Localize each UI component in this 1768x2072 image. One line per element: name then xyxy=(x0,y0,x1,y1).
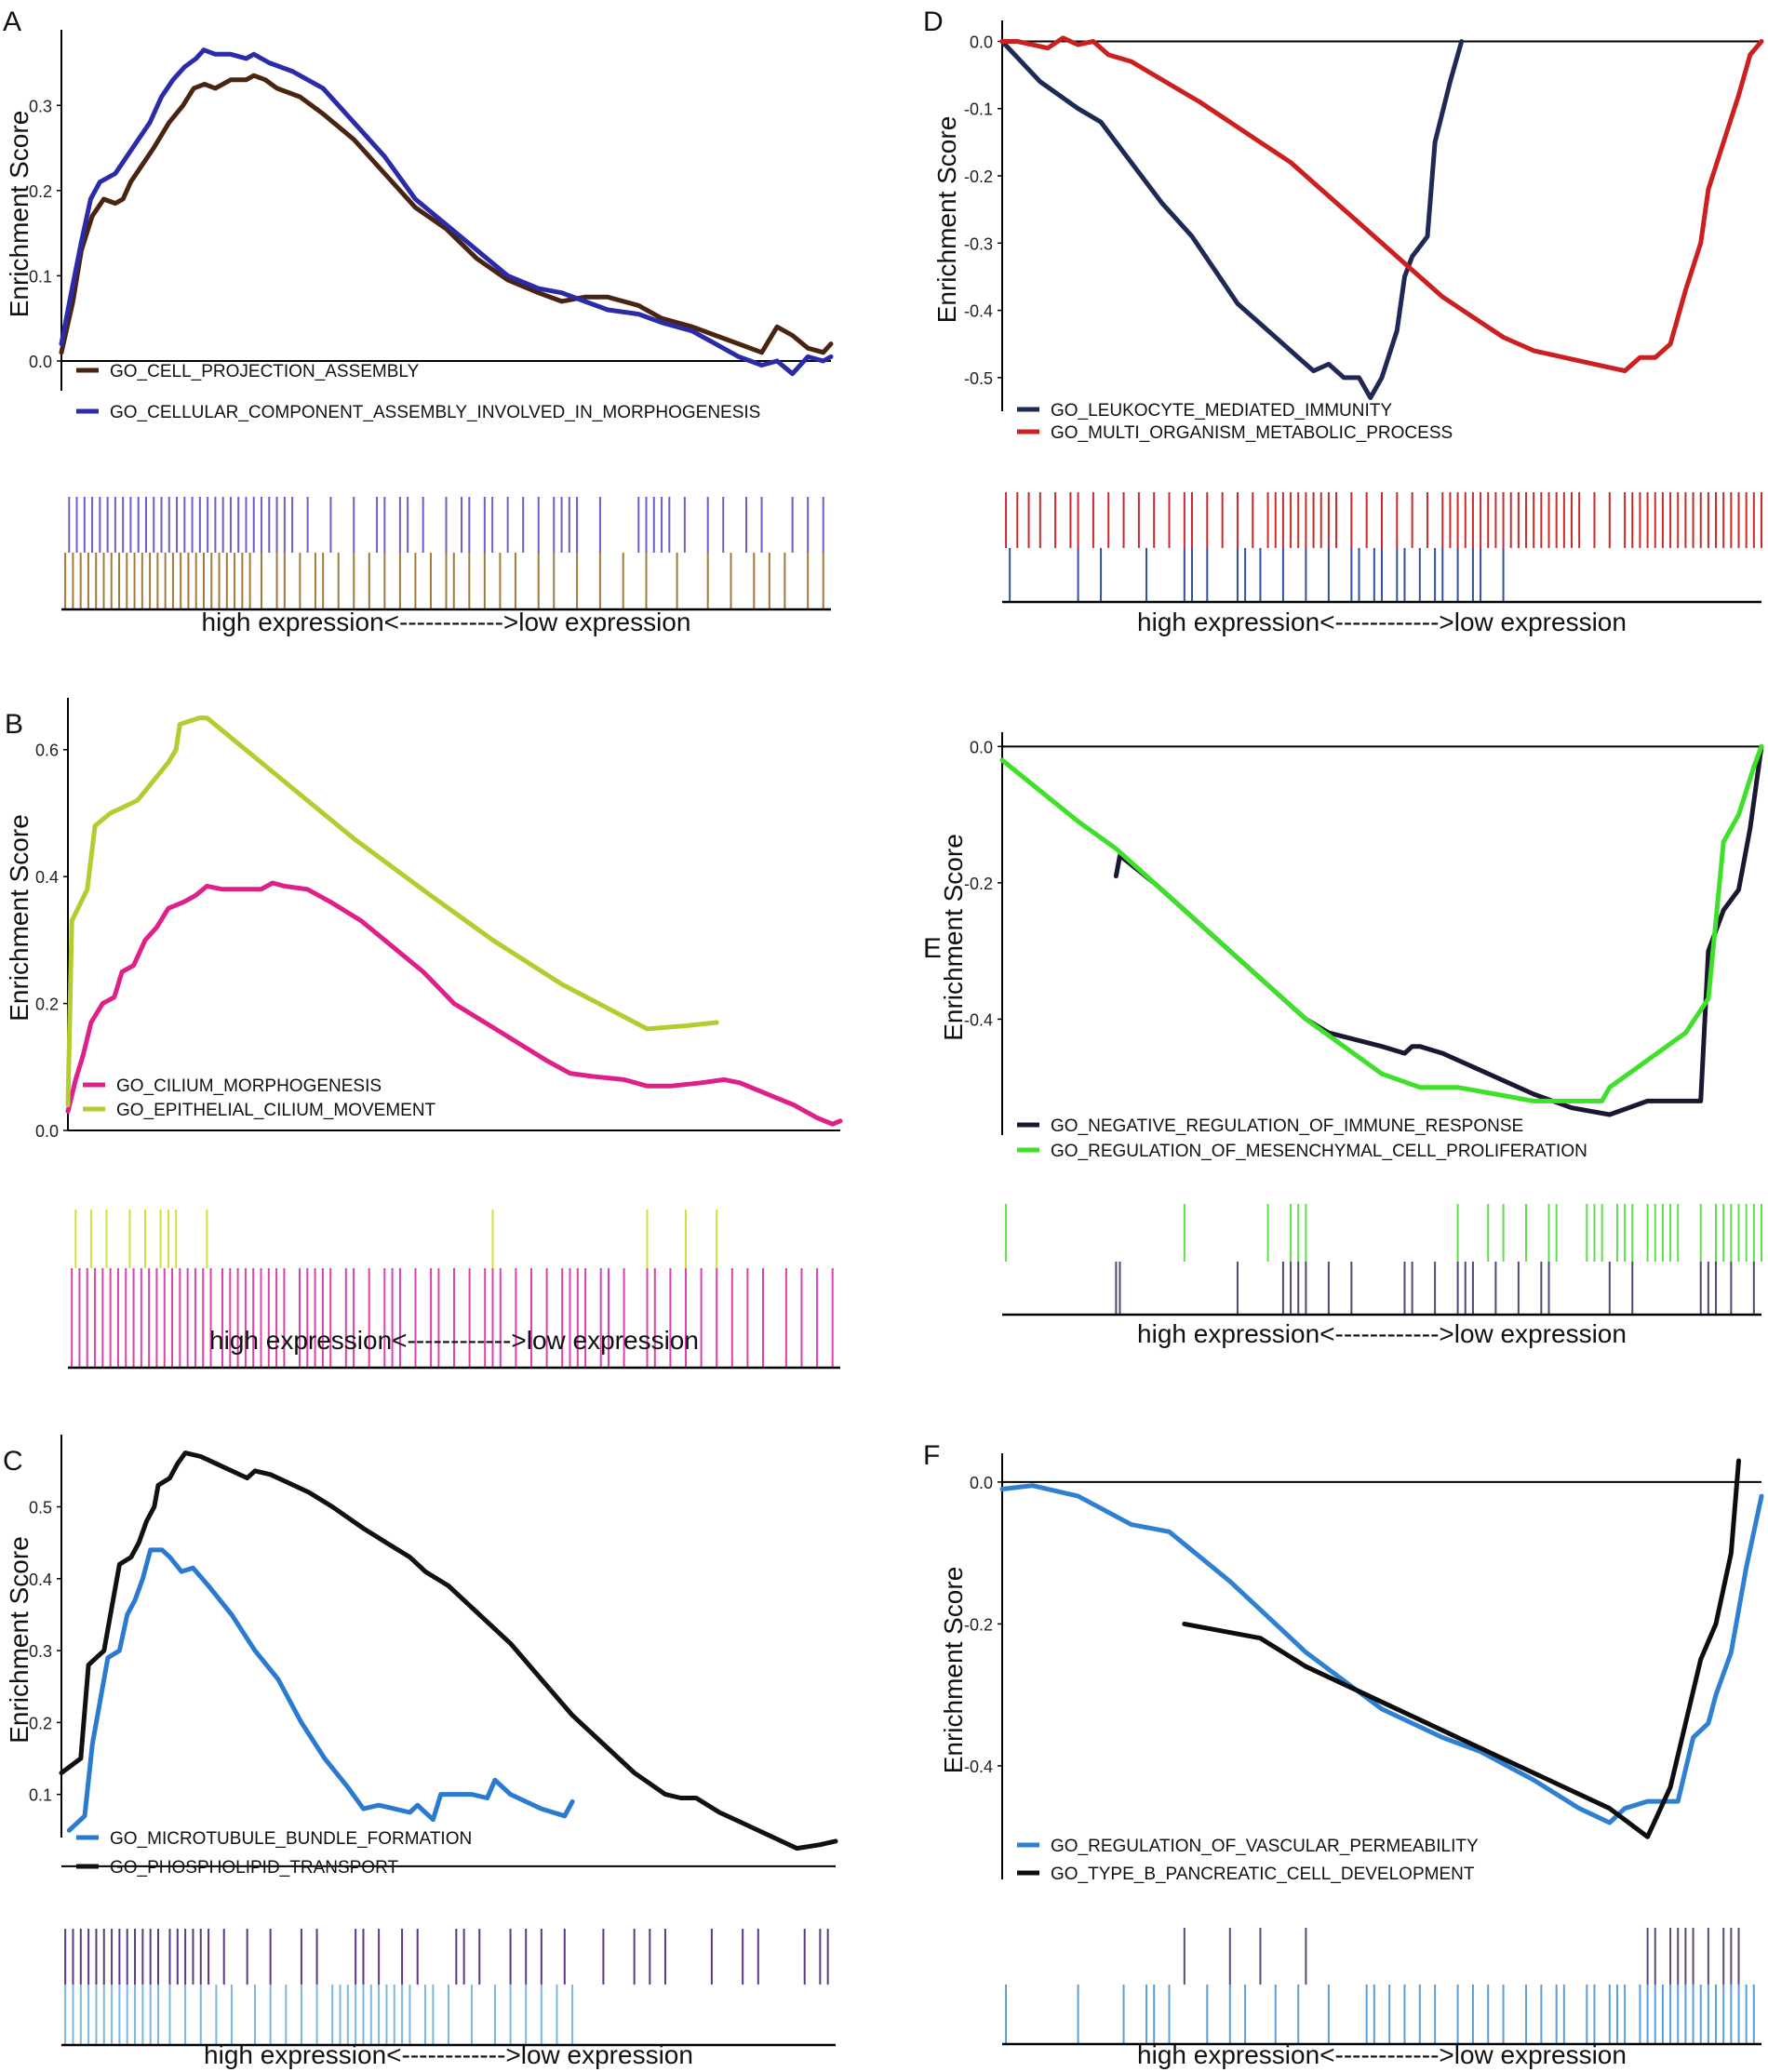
y-tick-label: -0.1 xyxy=(964,100,993,119)
panel-label: F xyxy=(923,1440,940,1471)
panel-label: E xyxy=(923,933,942,964)
series-line-1 xyxy=(65,880,843,1127)
panel-b: B 0.0 0.2 0.4 0.6 Enrichment Score GO_CILIUM_M… xyxy=(5,698,843,1370)
legend-label: GO_EPITHELIAL_CILIUM_MOVEMENT xyxy=(116,1101,436,1120)
y-axis-label: Enrichment Score xyxy=(932,116,961,324)
series-line-2 xyxy=(59,47,834,377)
legend-label: GO_REGULATION_OF_VASCULAR_PERMEABILITY xyxy=(1051,1837,1479,1856)
legend-label: GO_REGULATION_OF_MESENCHYMAL_CELL_PROLIF… xyxy=(1051,1142,1587,1161)
series-line-2 xyxy=(1182,1458,1741,1839)
x-axis-caption: high expression<------------>low express… xyxy=(1137,608,1627,636)
legend-label: GO_CELLULAR_COMPONENT_ASSEMBLY_INVOLVED_… xyxy=(110,403,760,422)
y-tick-label: 0.4 xyxy=(35,868,59,887)
y-tick-label: 0.2 xyxy=(35,996,59,1014)
y-axis-label: Enrichment Score xyxy=(5,111,33,318)
legend-label: GO_LEUKOCYTE_MEDIATED_IMMUNITY xyxy=(1051,401,1392,421)
y-tick-label: 0.0 xyxy=(970,33,993,51)
y-axis-label: Enrichment Score xyxy=(5,1536,33,1744)
y-tick-label: 0.6 xyxy=(35,742,59,760)
series-line-1 xyxy=(59,73,834,355)
x-axis-caption: high expression<------------>low express… xyxy=(202,608,691,636)
panel-label: C xyxy=(3,1446,23,1477)
series-line-2 xyxy=(999,35,1764,374)
x-axis-caption: high expression<------------>low express… xyxy=(209,1326,699,1355)
y-tick-label: 0.1 xyxy=(29,1786,52,1805)
panel-c: C 0.1 0.2 0.3 0.4 0.5 Enrichment Score GO_MICRO… xyxy=(3,1435,838,2069)
series-line-2 xyxy=(999,743,1764,1103)
y-tick-label: 0.3 xyxy=(29,1642,52,1661)
y-tick-label: 0.3 xyxy=(29,97,52,115)
y-tick-label: -0.3 xyxy=(964,234,993,253)
legend-label: GO_PHOSPHOLIPID_TRANSPORT xyxy=(110,1858,398,1878)
y-tick-label: -0.2 xyxy=(964,167,993,186)
y-tick-label: -0.2 xyxy=(964,875,993,893)
y-tick-label: -0.4 xyxy=(964,302,993,321)
legend-label: GO_MULTI_ORGANISM_METABOLIC_PROCESS xyxy=(1051,423,1453,443)
series-line-1 xyxy=(66,1547,575,1833)
y-tick-label: 0.4 xyxy=(29,1571,52,1589)
panel-label: D xyxy=(923,7,944,37)
panel-label: A xyxy=(3,7,21,37)
legend-label: GO_CELL_PROJECTION_ASSEMBLY xyxy=(110,362,420,381)
y-tick-label: -0.5 xyxy=(964,369,993,388)
series-line-2 xyxy=(59,1450,838,1851)
x-axis-caption: high expression<------------>low express… xyxy=(1137,2040,1627,2069)
y-tick-label: -0.4 xyxy=(964,1758,993,1776)
y-tick-label: 0.0 xyxy=(970,1474,993,1492)
y-tick-label: 0.0 xyxy=(970,738,993,756)
y-axis-label: Enrichment Score xyxy=(5,814,33,1022)
y-tick-label: 0.2 xyxy=(29,182,52,201)
series-line-1 xyxy=(999,1483,1764,1825)
series-line-1 xyxy=(999,39,1465,400)
x-axis-caption: high expression<------------>low express… xyxy=(204,2040,693,2069)
y-axis-label: Enrichment Score xyxy=(939,1567,968,1774)
y-tick-label: 0.5 xyxy=(29,1499,52,1517)
panel-d: D 0.0 -0.1 -0.2 -0.3 -0.4 -0.5 Enrichment Score… xyxy=(923,7,1764,636)
legend-label: GO_MICROTUBULE_BUNDLE_FORMATION xyxy=(110,1829,472,1849)
y-axis-label: Enrichment Score xyxy=(939,834,968,1041)
legend-label: GO_NEGATIVE_REGULATION_OF_IMMUNE_RESPONS… xyxy=(1051,1116,1523,1136)
x-axis-caption: high expression<------------>low express… xyxy=(1137,1319,1627,1348)
y-tick-label: 0.0 xyxy=(35,1122,59,1141)
series-line-2 xyxy=(65,715,719,1108)
panel-label: B xyxy=(5,709,23,740)
legend-label: GO_CILIUM_MORPHOGENESIS xyxy=(116,1076,382,1096)
y-tick-label: -0.2 xyxy=(964,1615,993,1634)
y-tick-label: -0.4 xyxy=(964,1010,993,1029)
y-tick-label: 0.1 xyxy=(29,267,52,286)
legend-label: GO_TYPE_B_PANCREATIC_CELL_DEVELOPMENT xyxy=(1051,1865,1475,1884)
y-tick-label: 0.2 xyxy=(29,1714,52,1732)
y-tick-label: 0.0 xyxy=(29,353,52,371)
